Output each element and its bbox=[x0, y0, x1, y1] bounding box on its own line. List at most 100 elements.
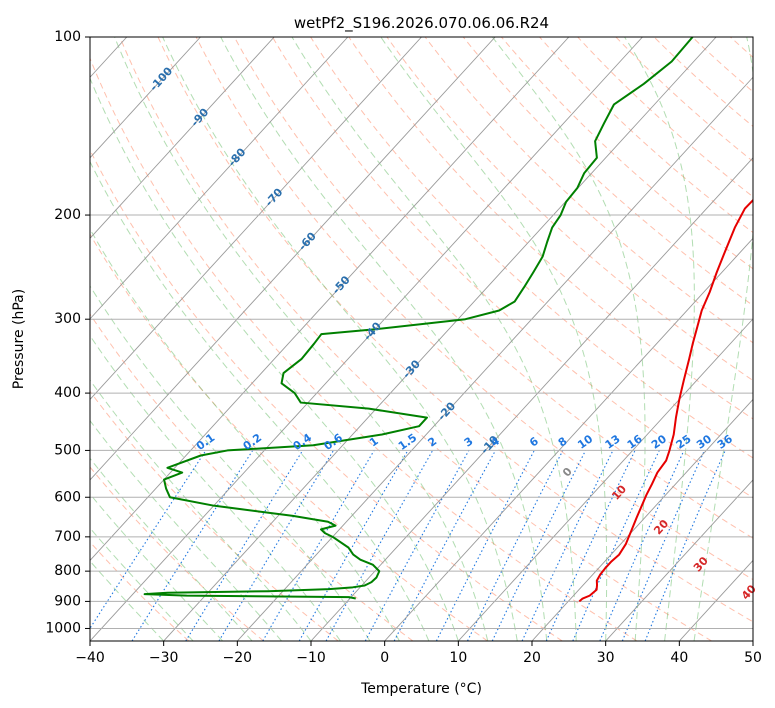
moist-adiabat-line bbox=[220, 37, 548, 641]
moist-adiabat-line bbox=[114, 37, 489, 641]
moist-adiabat-line bbox=[90, 419, 282, 641]
mixing-ratio-line bbox=[521, 450, 614, 641]
mixing-ratio-label: 25 bbox=[674, 432, 694, 451]
moist-adiabat-line bbox=[162, 37, 518, 641]
isotherm-line bbox=[90, 37, 201, 159]
mixing-ratio-label: 6 bbox=[527, 434, 541, 449]
dry-adiabat-label: 20 bbox=[651, 517, 671, 537]
dry-adiabat-line bbox=[539, 37, 753, 234]
x-tick-label: 0 bbox=[380, 650, 389, 666]
mixing-ratio-label: 1 bbox=[367, 434, 381, 449]
isotherm-line bbox=[237, 76, 753, 641]
isotherm-line bbox=[531, 398, 753, 641]
dry-adiabat-line bbox=[90, 313, 414, 641]
mixing-ratio-line bbox=[572, 450, 660, 641]
dry-adiabat-line bbox=[577, 37, 753, 198]
mixing-ratio-label: 0.6 bbox=[322, 431, 346, 453]
dry-adiabat-line bbox=[119, 37, 712, 641]
mixing-ratio-label: 20 bbox=[649, 432, 669, 452]
isotherm-line bbox=[90, 37, 643, 641]
x-tick-label: 40 bbox=[670, 650, 688, 666]
mixing-ratio-line bbox=[131, 450, 254, 641]
chart-title: wetPf2_S196.2026.070.06.06.R24 bbox=[294, 14, 549, 33]
mixing-ratio-line bbox=[364, 450, 470, 641]
dry-adiabat-line bbox=[90, 57, 638, 641]
y-tick-label: 700 bbox=[54, 529, 81, 545]
mixing-ratio-label: 10 bbox=[575, 432, 595, 452]
y-axis-label: Pressure (hPa) bbox=[11, 289, 27, 389]
mixing-ratio-label: 3 bbox=[462, 434, 476, 449]
x-tick-label: 50 bbox=[744, 650, 762, 666]
x-tick-label: 30 bbox=[597, 650, 615, 666]
dry-adiabat-line bbox=[90, 466, 264, 641]
moist-adiabat-line bbox=[90, 493, 223, 641]
y-tick-label: 1000 bbox=[45, 620, 81, 636]
isotherm-line bbox=[90, 37, 349, 320]
background-lines bbox=[90, 37, 775, 641]
mixing-ratio-label: 13 bbox=[603, 432, 623, 451]
plot-frame bbox=[89, 36, 754, 642]
isotherm-line bbox=[90, 37, 570, 562]
moist-adiabat-line bbox=[90, 228, 400, 641]
dry-adiabat-line bbox=[90, 541, 190, 641]
mixing-ratio-label: 30 bbox=[694, 432, 714, 452]
y-axis-ticks: 100 200 300 400 500 600 700 800 900 1000 bbox=[45, 29, 90, 636]
moist-adiabat-line bbox=[90, 457, 253, 641]
dewpoint-trace bbox=[143, 37, 694, 600]
mixing-ratio-line bbox=[218, 450, 334, 641]
moist-adiabat-line bbox=[491, 37, 646, 641]
y-tick-label: 800 bbox=[54, 563, 81, 579]
dry-adiabat-line bbox=[769, 37, 775, 641]
moist-adiabat-line bbox=[90, 527, 194, 641]
y-tick-label: 900 bbox=[54, 593, 81, 609]
moist-adiabat-line bbox=[90, 285, 371, 641]
dry-adiabat-line bbox=[195, 37, 753, 581]
x-axis-ticks: −40 −30 −20 −10 0 10 20 30 40 50 bbox=[75, 641, 762, 666]
mixing-ratio-line bbox=[467, 450, 564, 641]
sounding-traces bbox=[143, 37, 753, 603]
moist-adiabat-line bbox=[90, 77, 459, 641]
isotherms bbox=[90, 37, 753, 641]
dry-adiabat-line bbox=[653, 37, 753, 128]
dry-adiabat-line bbox=[424, 37, 753, 344]
zero-isotherm-label: 0 bbox=[560, 465, 575, 480]
dry-adiabat-line bbox=[386, 37, 753, 382]
x-tick-label: 20 bbox=[523, 650, 541, 666]
dry-adiabat-line bbox=[272, 37, 753, 499]
temperature-trace bbox=[578, 198, 753, 603]
x-tick-label: 10 bbox=[449, 650, 467, 666]
y-tick-label: 100 bbox=[54, 29, 81, 45]
mixing-ratio-label: 8 bbox=[556, 434, 570, 449]
y-tick-label: 600 bbox=[54, 489, 81, 505]
dry-adiabat-label: 10 bbox=[609, 482, 629, 502]
mixing-ratio-line bbox=[644, 450, 726, 641]
mixing-ratio-line bbox=[393, 450, 496, 641]
dry-adiabat-line bbox=[90, 148, 563, 641]
y-tick-label: 400 bbox=[54, 385, 81, 401]
x-axis-label: Temperature (°C) bbox=[360, 681, 482, 697]
moist-adiabat-line bbox=[90, 160, 430, 641]
mixing-ratio-line bbox=[491, 450, 587, 641]
moist-adiabat-line bbox=[291, 37, 577, 641]
dry-adiabat-line bbox=[90, 390, 339, 641]
mixing-ratio-line bbox=[185, 450, 304, 641]
line-labels: -100-90-80-70-60-50-40-30-20-10010203040… bbox=[147, 64, 759, 602]
mixing-ratio-line bbox=[90, 450, 207, 630]
x-tick-label: −20 bbox=[223, 650, 253, 666]
dry-adiabat-label: 40 bbox=[739, 582, 759, 602]
y-tick-label: 200 bbox=[54, 207, 81, 223]
isotherm-line bbox=[90, 37, 275, 240]
mixing-ratio-lines bbox=[90, 450, 726, 641]
dry-adiabats bbox=[90, 37, 775, 641]
isotherm-line bbox=[605, 479, 753, 641]
isotherm-line bbox=[310, 157, 753, 641]
dry-adiabat-line bbox=[233, 37, 753, 539]
x-tick-label: −40 bbox=[75, 650, 105, 666]
mixing-ratio-line bbox=[599, 450, 685, 641]
isotherm-line bbox=[90, 37, 496, 481]
mixing-ratio-label: 2 bbox=[426, 434, 440, 449]
pressure-grid bbox=[90, 37, 753, 629]
y-tick-label: 300 bbox=[54, 311, 81, 327]
moist-adiabat-line bbox=[693, 37, 753, 641]
